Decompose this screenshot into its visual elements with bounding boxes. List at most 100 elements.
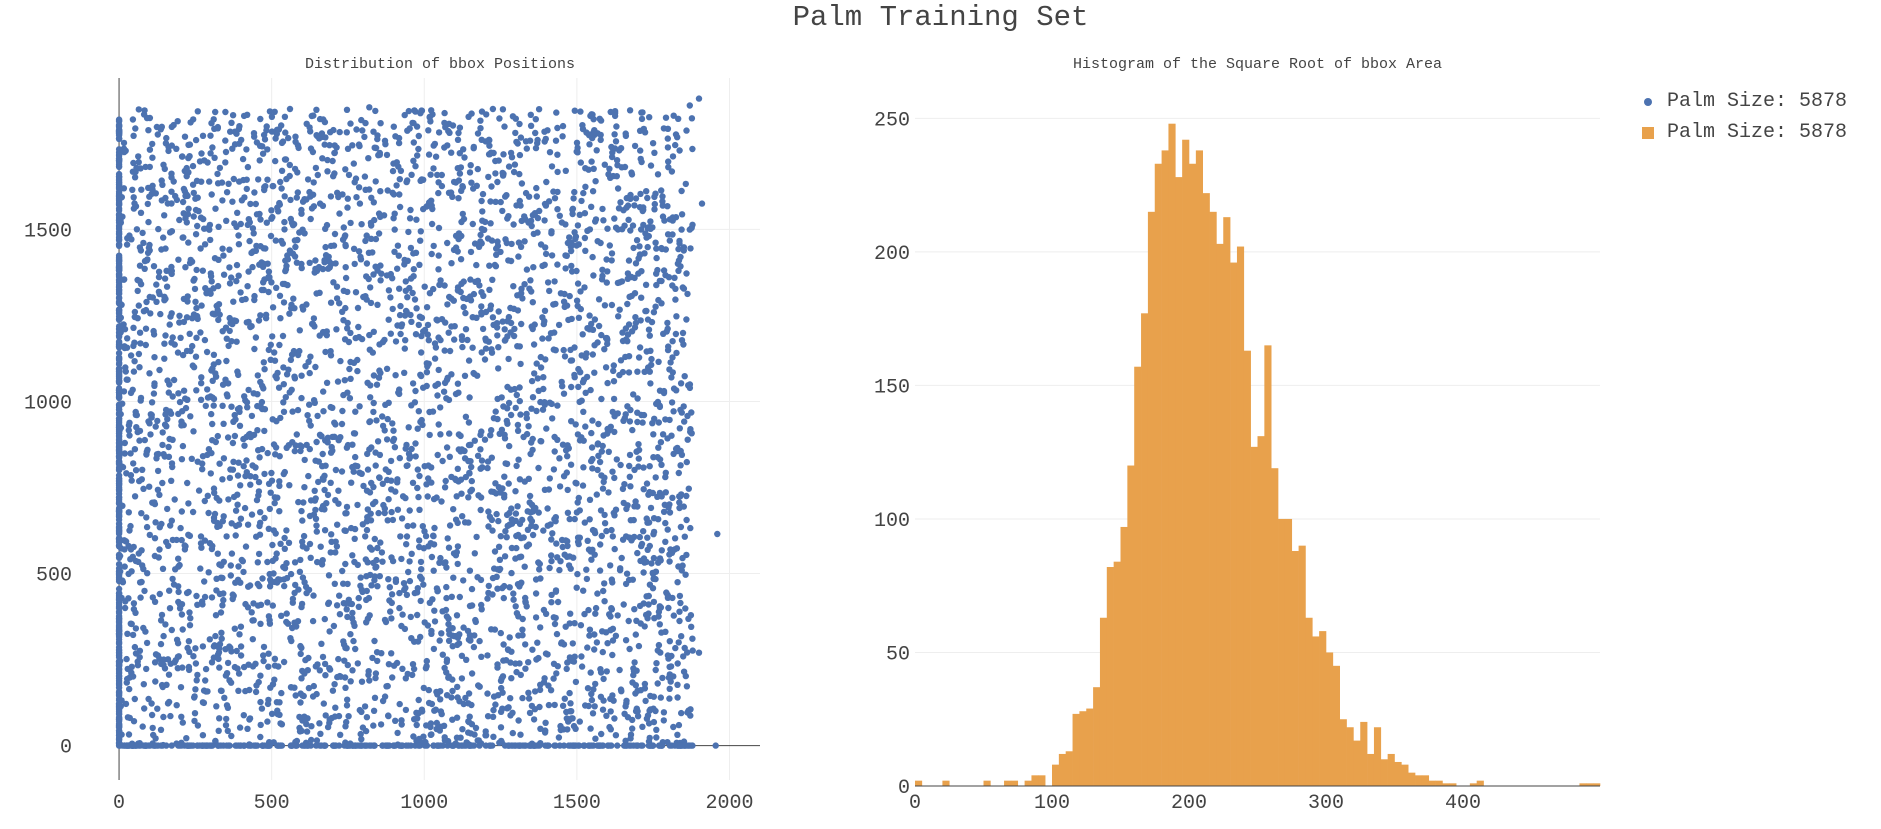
scatter-point <box>202 402 209 410</box>
scatter-point <box>366 104 373 111</box>
scatter-point <box>626 645 633 653</box>
scatter-point <box>194 601 201 608</box>
scatter-point <box>517 731 524 738</box>
scatter-point <box>640 464 647 471</box>
scatter-point <box>491 548 499 555</box>
histogram-bar <box>1312 636 1320 786</box>
scatter-point <box>643 593 650 600</box>
scatter-point <box>521 281 528 288</box>
histogram-bar <box>1175 177 1183 787</box>
scatter-point <box>460 700 467 708</box>
scatter-point <box>549 415 556 422</box>
scatter-point <box>616 279 623 286</box>
scatter-point <box>502 460 509 467</box>
scatter-point <box>666 237 673 244</box>
scatter-point <box>260 643 268 651</box>
scatter-point <box>442 319 449 326</box>
scatter-point <box>289 624 296 632</box>
scatter-point <box>523 410 530 418</box>
scatter-point <box>612 506 620 513</box>
scatter-point <box>385 468 392 475</box>
scatter-point <box>530 716 538 723</box>
scatter-point <box>647 162 655 169</box>
scatter-point <box>199 466 206 473</box>
scatter-point <box>127 620 134 627</box>
scatter-point <box>507 695 514 702</box>
scatter-point <box>344 742 351 749</box>
scatter-point <box>648 361 655 369</box>
scatter-point <box>189 508 197 516</box>
scatter-point <box>168 310 175 317</box>
scatter-point <box>424 363 431 370</box>
scatter-point <box>644 546 651 553</box>
scatter-point <box>657 557 664 564</box>
scatter-point <box>155 268 163 275</box>
scatter-point <box>409 661 417 668</box>
scatter-point <box>168 123 175 131</box>
scatter-point <box>410 522 417 529</box>
scatter-point <box>154 131 161 138</box>
scatter-point <box>478 349 485 356</box>
scatter-point <box>374 132 381 139</box>
scatter-point <box>391 444 399 451</box>
scatter-point <box>257 216 264 223</box>
scatter-point <box>437 404 444 411</box>
scatter-point <box>115 561 123 568</box>
scatter-point <box>431 524 438 532</box>
scatter-point <box>340 287 347 294</box>
scatter-point <box>451 336 458 343</box>
scatter-point <box>594 590 601 597</box>
histogram-bar <box>1161 150 1169 786</box>
scatter-point <box>489 742 496 749</box>
scatter-point <box>670 612 677 619</box>
scatter-point <box>281 193 288 200</box>
scatter-point <box>662 489 669 496</box>
scatter-point <box>410 266 417 273</box>
scatter-point <box>408 445 415 453</box>
scatter-point <box>170 376 178 384</box>
scatter-point <box>653 245 660 252</box>
scatter-point <box>439 608 446 615</box>
scatter-point <box>234 665 241 672</box>
scatter-point <box>282 129 289 136</box>
scatter-point <box>581 610 588 618</box>
scatter-point <box>643 188 650 195</box>
scatter-point <box>457 164 465 171</box>
scatter-point <box>589 188 597 195</box>
scatter-point <box>242 543 250 550</box>
scatter-point <box>658 244 665 252</box>
scatter-point <box>253 496 261 504</box>
scatter-point <box>405 568 412 576</box>
histogram-bar <box>1469 783 1477 786</box>
scatter-point <box>322 243 329 251</box>
scatter-point <box>368 546 375 553</box>
scatter-point <box>402 278 409 285</box>
scatter-point <box>239 155 247 163</box>
scatter-point <box>138 578 145 586</box>
scatter-point <box>501 326 508 333</box>
legend-item-scatter[interactable]: Palm Size: 5878 <box>1636 86 1847 117</box>
scatter-point <box>303 196 310 203</box>
scatter-point <box>674 681 681 688</box>
scatter-point <box>282 156 290 163</box>
scatter-point <box>165 542 172 549</box>
scatter-point <box>307 215 314 223</box>
scatter-point <box>658 547 665 554</box>
scatter-point <box>179 442 187 450</box>
scatter-point <box>632 498 639 505</box>
scatter-point <box>154 705 161 712</box>
legend[interactable]: Palm Size: 5878 Palm Size: 5878 <box>1636 86 1847 148</box>
scatter-point <box>599 266 606 273</box>
scatter-point <box>510 590 517 597</box>
scatter-point <box>371 694 379 701</box>
scatter-point <box>688 623 695 630</box>
legend-item-histogram[interactable]: Palm Size: 5878 <box>1636 117 1847 148</box>
scatter-point <box>532 614 540 621</box>
scatter-point <box>115 527 123 534</box>
scatter-point <box>653 734 660 741</box>
scatter-point <box>449 687 456 695</box>
scatter-point <box>115 520 123 528</box>
scatter-point <box>226 314 233 322</box>
